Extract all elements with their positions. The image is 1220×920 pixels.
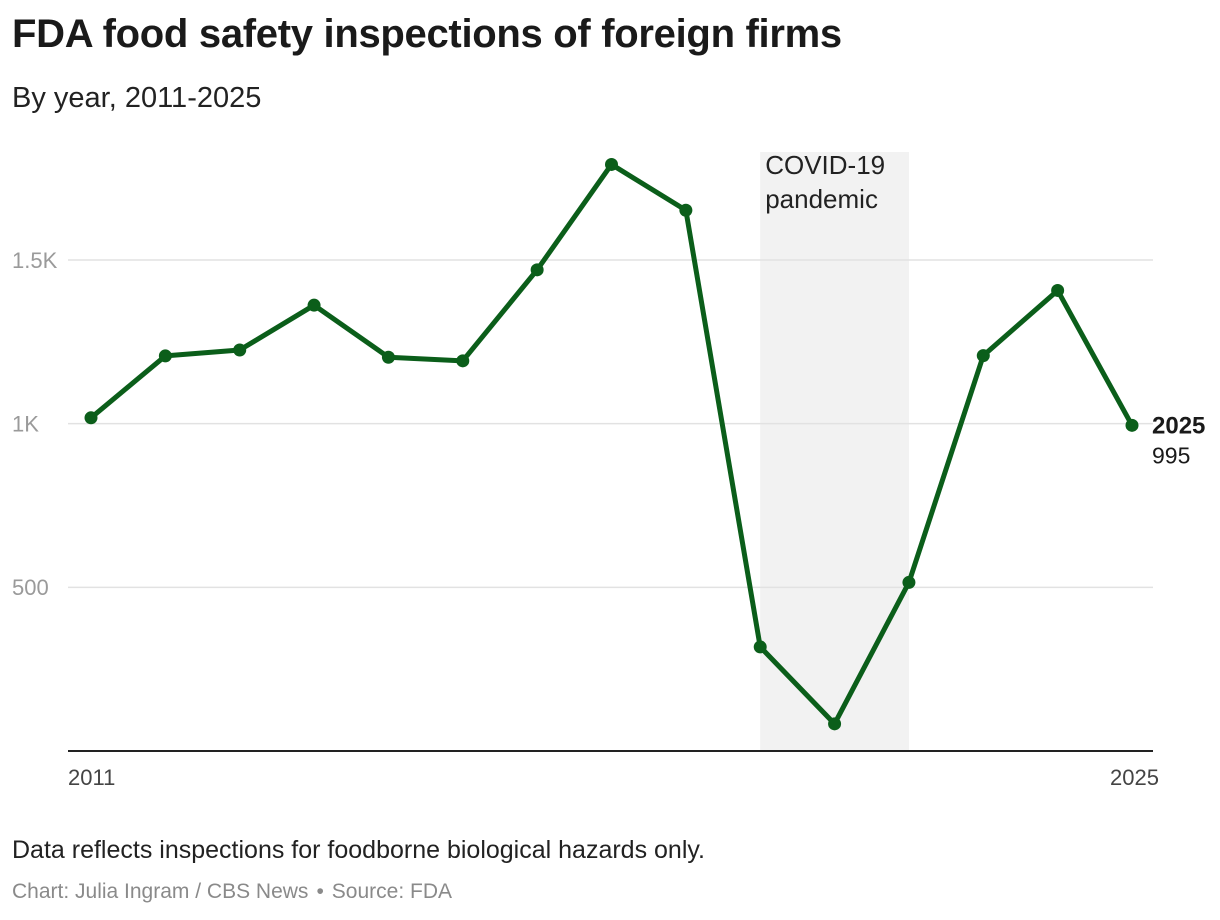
y-tick-label: 500 bbox=[12, 575, 49, 600]
line-chart: COVID-19 pandemic 500 1K 1.5K 2011 2025 2025 995 bbox=[12, 150, 1205, 790]
data-point-2016 bbox=[456, 354, 470, 368]
chart-title: FDA food safety inspections of foreign f… bbox=[12, 12, 842, 56]
data-point-2018 bbox=[605, 157, 618, 171]
covid-band bbox=[760, 152, 909, 751]
source-credit: Source: FDA bbox=[331, 880, 453, 903]
chart-credit: Chart: Julia Ingram / CBS News bbox=[12, 880, 309, 903]
data-point-2017 bbox=[530, 263, 544, 277]
covid-label: pandemic bbox=[765, 184, 878, 214]
data-point-2012 bbox=[158, 349, 172, 363]
data-note: Data reflects inspections for foodborne … bbox=[12, 836, 705, 864]
data-point-2024 bbox=[1051, 283, 1065, 297]
data-point-2025 bbox=[1125, 418, 1139, 432]
series-line bbox=[88, 161, 1135, 727]
covid-label: COVID-19 bbox=[765, 150, 885, 180]
data-point-2020 bbox=[753, 640, 767, 654]
chart-subtitle: By year, 2011-2025 bbox=[12, 82, 262, 114]
y-tick-label: 1K bbox=[12, 411, 39, 436]
data-point-2022 bbox=[902, 575, 916, 589]
data-point-2014 bbox=[307, 298, 321, 312]
end-label-year: 2025 bbox=[1152, 412, 1205, 439]
data-point-2011 bbox=[84, 411, 98, 425]
y-tick-label: 1.5K bbox=[12, 248, 58, 273]
data-point-2021 bbox=[828, 717, 842, 731]
credit-separator: • bbox=[316, 880, 324, 903]
data-point-2015 bbox=[381, 350, 395, 364]
x-tick-label: 2025 bbox=[1110, 765, 1159, 790]
end-label-value: 995 bbox=[1152, 442, 1190, 468]
data-point-2019 bbox=[679, 203, 693, 217]
data-point-2023 bbox=[976, 349, 990, 363]
x-tick-label: 2011 bbox=[68, 765, 115, 790]
data-point-2013 bbox=[233, 343, 247, 357]
credit-line: Chart: Julia Ingram / CBS News • Source: F… bbox=[12, 880, 452, 904]
